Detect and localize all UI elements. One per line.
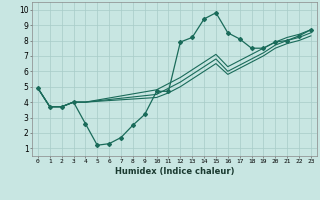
- X-axis label: Humidex (Indice chaleur): Humidex (Indice chaleur): [115, 167, 234, 176]
